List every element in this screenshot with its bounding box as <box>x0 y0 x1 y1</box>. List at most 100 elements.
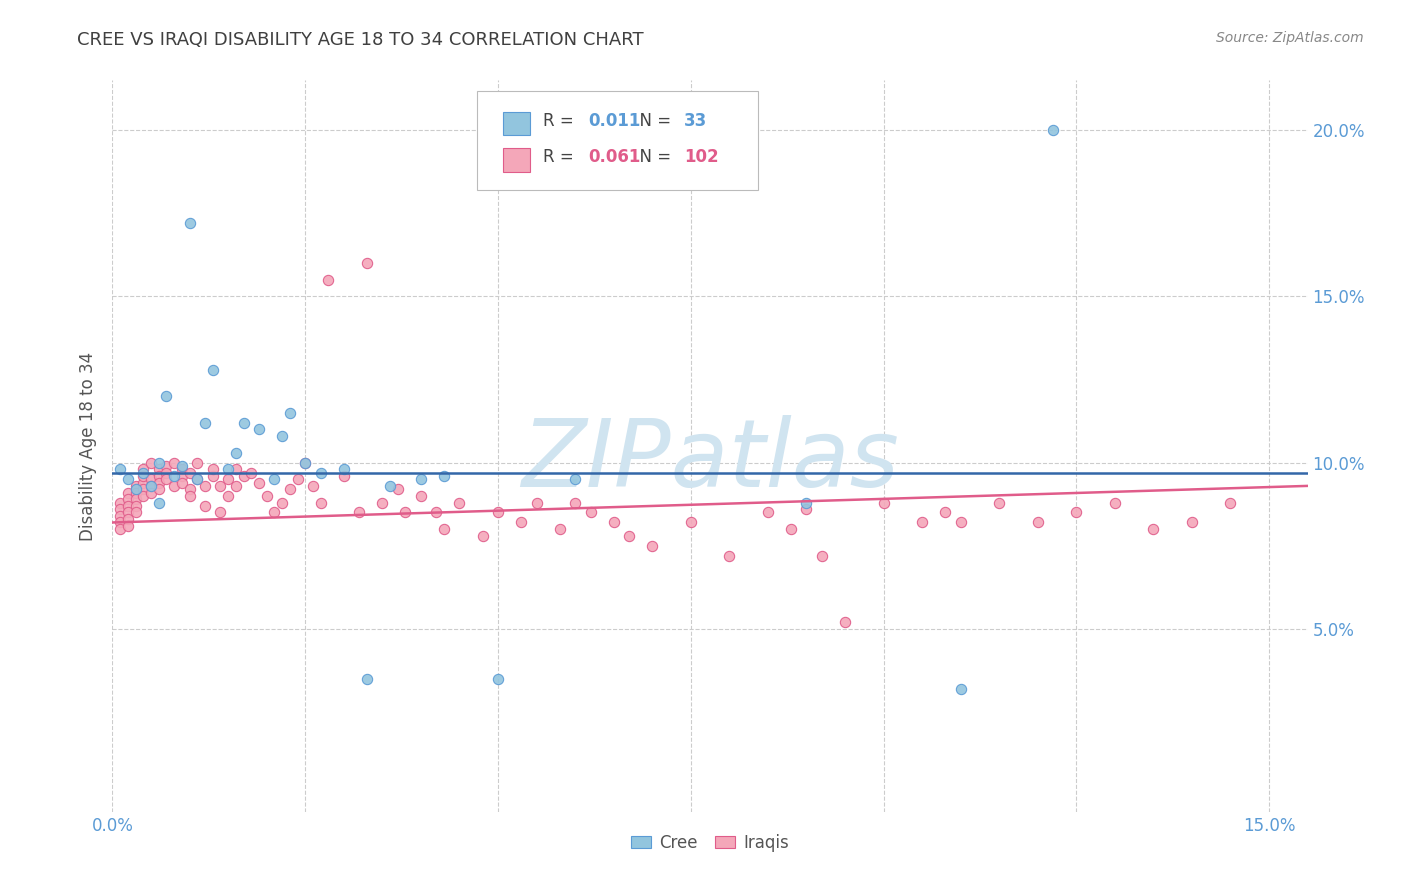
Point <box>170 475 193 490</box>
Point <box>179 216 201 230</box>
Point <box>811 549 834 563</box>
Text: 102: 102 <box>683 148 718 166</box>
Point <box>139 479 162 493</box>
Point <box>124 499 146 513</box>
Point <box>271 495 294 509</box>
Point <box>225 479 247 493</box>
Text: 0.061: 0.061 <box>588 148 641 166</box>
Point <box>225 445 247 459</box>
Point <box>356 256 378 270</box>
Point <box>1142 522 1164 536</box>
Point <box>510 516 533 530</box>
Point <box>201 362 224 376</box>
Point <box>911 516 934 530</box>
Point <box>155 466 177 480</box>
Point <box>155 389 177 403</box>
Point <box>186 472 208 486</box>
Text: N =: N = <box>628 148 676 166</box>
Point <box>117 518 139 533</box>
Point <box>148 482 170 496</box>
Point <box>124 479 146 493</box>
Point <box>148 456 170 470</box>
Point <box>217 462 239 476</box>
Point <box>1181 516 1204 530</box>
Point <box>564 495 586 509</box>
Point <box>378 479 401 493</box>
Text: R =: R = <box>543 112 579 129</box>
Point <box>194 479 217 493</box>
Point <box>163 456 186 470</box>
Point <box>347 506 370 520</box>
Point <box>232 416 254 430</box>
Point <box>834 615 856 630</box>
Point <box>194 499 217 513</box>
Point <box>148 462 170 476</box>
Point <box>209 506 232 520</box>
Point <box>179 489 201 503</box>
Point <box>1104 495 1126 509</box>
Point <box>564 472 586 486</box>
Point <box>579 506 602 520</box>
Point <box>302 479 325 493</box>
Point <box>409 489 432 503</box>
Point <box>132 475 155 490</box>
Point <box>756 506 779 520</box>
Text: Source: ZipAtlas.com: Source: ZipAtlas.com <box>1216 31 1364 45</box>
Point <box>132 482 155 496</box>
Point <box>988 495 1011 509</box>
Point <box>294 456 316 470</box>
Point <box>309 466 332 480</box>
Point <box>371 495 394 509</box>
Point <box>186 456 208 470</box>
Point <box>247 475 270 490</box>
Point <box>232 469 254 483</box>
Point <box>433 469 456 483</box>
Point <box>117 506 139 520</box>
Point <box>132 462 155 476</box>
Point <box>117 499 139 513</box>
Point <box>263 506 285 520</box>
Point <box>449 495 471 509</box>
Point <box>124 506 146 520</box>
Point <box>1219 495 1241 509</box>
Point <box>186 472 208 486</box>
Text: R =: R = <box>543 148 579 166</box>
Point <box>170 458 193 473</box>
Point <box>394 506 416 520</box>
Text: ZIPatlas: ZIPatlas <box>522 415 898 506</box>
Bar <box>503 112 530 136</box>
Point <box>278 482 301 496</box>
Point <box>194 416 217 430</box>
Point <box>287 472 309 486</box>
Point <box>949 681 972 696</box>
FancyBboxPatch shape <box>477 91 758 190</box>
Point <box>139 485 162 500</box>
Point <box>425 506 447 520</box>
Point <box>139 472 162 486</box>
Point <box>872 495 894 509</box>
Point <box>108 502 131 516</box>
Point <box>217 489 239 503</box>
Point <box>148 475 170 490</box>
Point <box>124 482 146 496</box>
Point <box>796 495 818 509</box>
Point <box>179 482 201 496</box>
Point <box>240 466 263 480</box>
Point <box>271 429 294 443</box>
Point <box>1064 506 1087 520</box>
Point <box>108 495 131 509</box>
Point <box>333 469 356 483</box>
Point <box>409 472 432 486</box>
Point <box>117 512 139 526</box>
Point <box>225 462 247 476</box>
Text: N =: N = <box>628 112 676 129</box>
Point <box>780 522 803 536</box>
Point <box>433 522 456 536</box>
Point <box>148 495 170 509</box>
Point <box>170 462 193 476</box>
Point <box>124 485 146 500</box>
Text: 33: 33 <box>683 112 707 129</box>
Point <box>526 495 548 509</box>
Point <box>1026 516 1049 530</box>
Point <box>294 456 316 470</box>
